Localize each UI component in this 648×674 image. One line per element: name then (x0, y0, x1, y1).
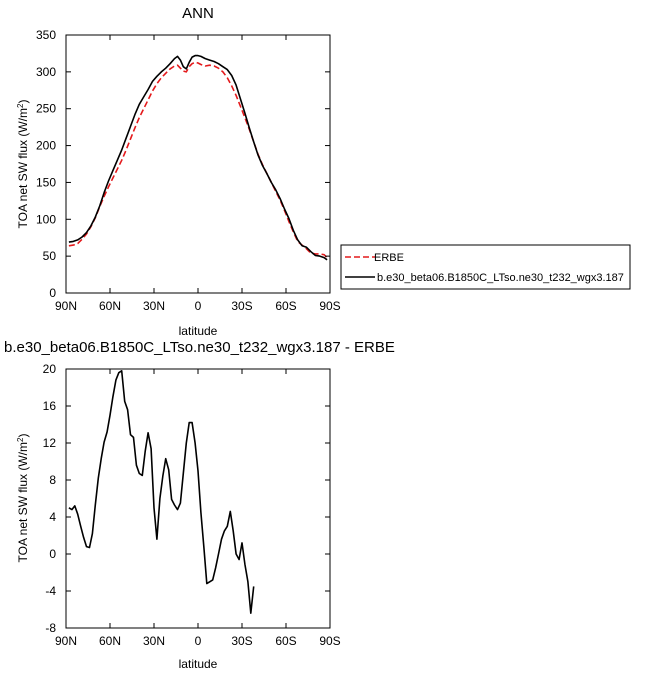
top-panel: ANN 0 50 100 150 200 250 300 350 90N 60N 30N 0 30S 6… (16, 5, 341, 338)
top-series-line-0 (68, 61, 328, 259)
top-y-ticks: 0 50 100 150 200 250 300 350 (36, 28, 330, 300)
bottom-y-tick-label: 20 (43, 362, 57, 376)
top-plot-frame (65, 34, 331, 294)
top-x-axis-label: latitude (179, 324, 218, 338)
bottom-y-tick-label: 12 (43, 436, 57, 450)
bottom-y-axis-label: TOA net SW flux (W/m2) (16, 434, 30, 563)
top-panel-title: ANN (182, 5, 214, 22)
top-x-tick-label: 30N (143, 299, 165, 313)
bottom-y-tick-label: -8 (45, 621, 56, 635)
top-y-tick-label: 300 (36, 65, 56, 79)
top-y-tick-label: 200 (36, 139, 56, 153)
bottom-series-line-0 (68, 370, 255, 614)
legend-model-label: b.e30_beta06.B1850C_LTso.ne30_t232_wgx3.… (377, 272, 624, 284)
bottom-plot-frame (65, 368, 331, 629)
top-x-ticks: 90N 60N 30N 0 30S 60S 90S (55, 35, 341, 313)
bottom-y-tick-label: 0 (49, 547, 56, 561)
legend-erbe-label: ERBE (374, 252, 404, 264)
bottom-y-ticks: -8 -4 0 4 8 12 16 20 (43, 362, 330, 635)
top-x-tick-label: 30S (231, 299, 252, 313)
top-y-tick-label: 250 (36, 102, 56, 116)
bottom-x-tick-label: 30S (231, 634, 252, 648)
bottom-series-group (68, 370, 255, 614)
bottom-x-tick-label: 0 (195, 634, 202, 648)
legend-box (340, 244, 631, 290)
top-y-axis-label: TOA net SW flux (W/m2) (16, 100, 30, 229)
top-y-tick-label: 100 (36, 212, 56, 226)
bottom-y-tick-label: 4 (49, 510, 56, 524)
bottom-panel-title: b.e30_beta06.B1850C_LTso.ne30_t232_wgx3.… (4, 339, 395, 356)
top-x-tick-label: 0 (195, 299, 202, 313)
bottom-x-axis-label: latitude (179, 657, 218, 671)
bottom-x-tick-label: 60S (275, 634, 296, 648)
top-x-tick-label: 90S (319, 299, 340, 313)
top-y-tick-label: 150 (36, 175, 56, 189)
legend: ERBE b.e30_beta06.B1850C_LTso.ne30_t232_… (340, 244, 631, 290)
top-y-tick-label: 50 (43, 249, 57, 263)
bottom-x-tick-label: 30N (143, 634, 165, 648)
bottom-x-tick-label: 60N (99, 634, 121, 648)
bottom-y-tick-label: -4 (45, 584, 56, 598)
bottom-x-tick-label: 90N (55, 634, 77, 648)
bottom-x-tick-label: 90S (319, 634, 340, 648)
bottom-x-ticks: 90N 60N 30N 0 30S 60S 90S (55, 369, 341, 648)
top-x-tick-label: 90N (55, 299, 77, 313)
top-y-tick-label: 0 (49, 286, 56, 300)
top-y-tick-label: 350 (36, 28, 56, 42)
top-x-tick-label: 60N (99, 299, 121, 313)
bottom-panel: b.e30_beta06.B1850C_LTso.ne30_t232_wgx3.… (4, 339, 395, 671)
bottom-y-tick-label: 8 (49, 473, 56, 487)
top-series-line-1 (68, 54, 328, 261)
bottom-y-tick-label: 16 (43, 399, 57, 413)
top-x-tick-label: 60S (275, 299, 296, 313)
top-series-group (68, 54, 328, 261)
